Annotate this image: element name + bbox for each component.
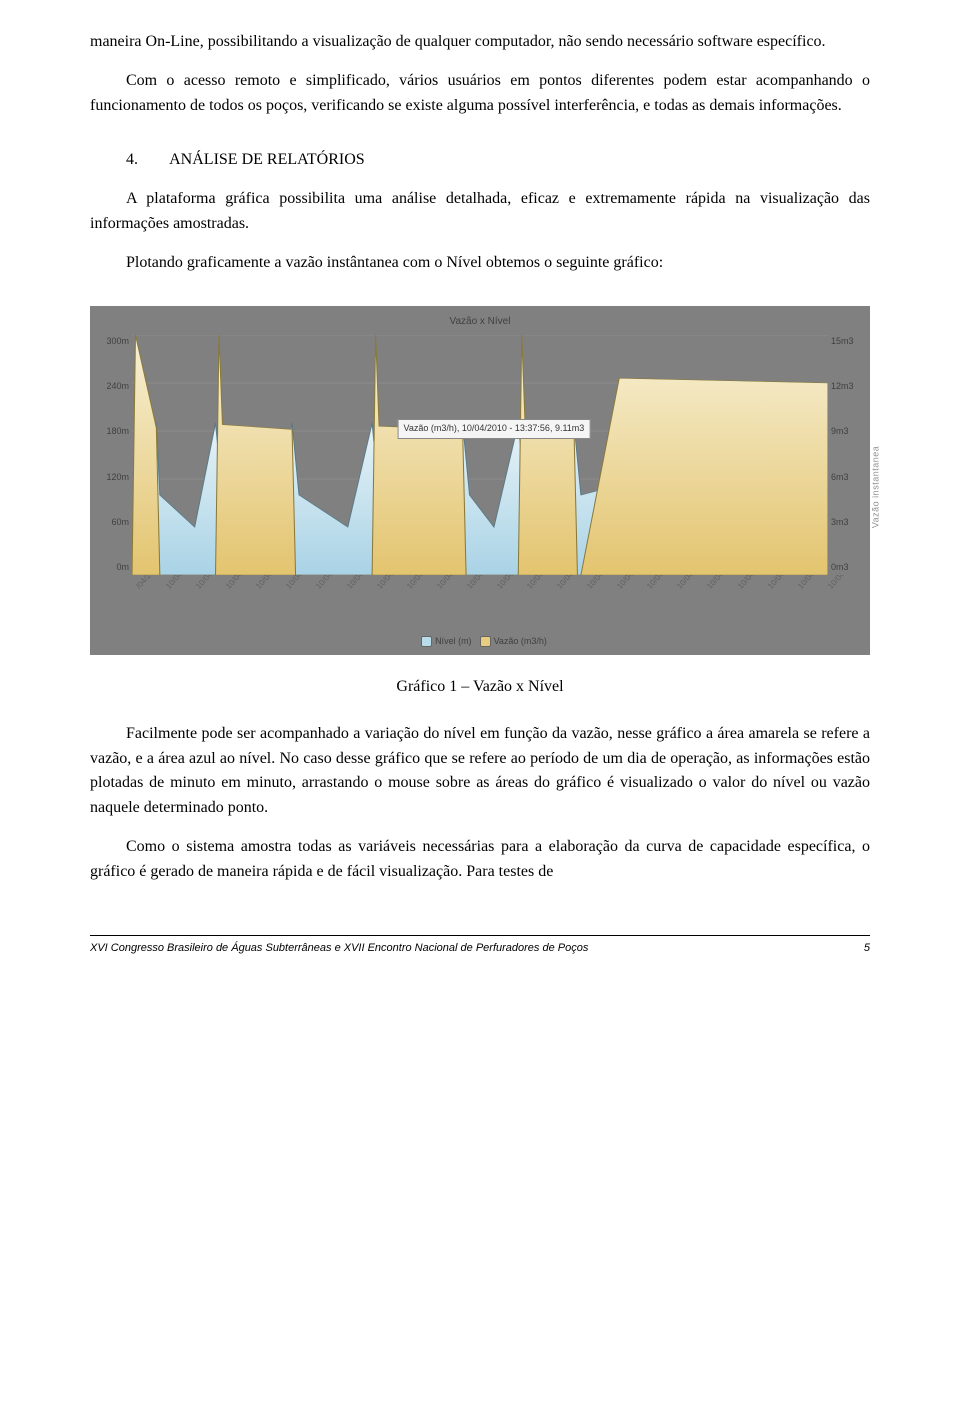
chart-ytick-right: 15m3 [831,335,863,349]
paragraph-6: Como o sistema amostra todas as variávei… [90,835,870,885]
chart-y-axis-right: 15m3 12m3 9m3 6m3 3m3 0m3 [828,335,866,575]
chart-ytick-right: 3m3 [831,516,863,530]
section-number: 4. [126,148,138,173]
chart-plot-area[interactable]: Vazão (m3/h), 10/04/2010 - 13:37:56, 9.1… [132,335,828,575]
paragraph-3: A plataforma gráfica possibilita uma aná… [90,187,870,237]
chart-ytick-right: 6m3 [831,471,863,485]
chart-ytick-left: 300m [97,335,129,349]
page-footer: XVI Congresso Brasileiro de Águas Subter… [90,936,870,957]
chart-y-axis-left: 300m 240m 180m 120m 60m 0m [94,335,132,575]
chart-svg [132,335,828,575]
section-title: ANÁLISE DE RELATÓRIOS [169,151,365,168]
chart-ytick-left: 240m [97,380,129,394]
chart-y-axis-right-label: Vazão instantanea [869,446,883,528]
chart-caption: Gráfico 1 – Vazão x Nível [90,675,870,700]
chart-legend: Nível (m) Vazão (m3/h) [94,629,866,651]
paragraph-5: Facilmente pode ser acompanhado a variaç… [90,722,870,821]
chart-container: Vazão x Nível 300m 240m 180m 120m 60m 0m Vazã… [90,306,870,655]
chart-title: Vazão x Nível [94,310,866,336]
chart-ytick-right: 9m3 [831,425,863,439]
footer-text: XVI Congresso Brasileiro de Águas Subter… [90,940,588,957]
legend-label: Nível (m) [435,636,472,646]
chart-ytick-left: 60m [97,516,129,530]
chart-x-axis: /04/2010 - 00:00:3610/04/2010 - 01:00:41… [94,575,866,629]
vazao-nivel-chart[interactable]: Vazão x Nível 300m 240m 180m 120m 60m 0m Vazã… [90,306,870,655]
paragraph-2: Com o acesso remoto e simplificado, vári… [90,69,870,119]
chart-ytick-left: 120m [97,471,129,485]
legend-swatch [421,636,432,647]
section-heading: 4. ANÁLISE DE RELATÓRIOS [90,148,870,173]
paragraph-1: maneira On-Line, possibilitando a visual… [90,30,870,55]
chart-ytick-right: 0m3 [831,561,863,575]
chart-tooltip: Vazão (m3/h), 10/04/2010 - 13:37:56, 9.1… [398,419,591,439]
legend-label: Vazão (m3/h) [494,636,547,646]
footer-page-number: 5 [864,940,870,957]
chart-ytick-right: 12m3 [831,380,863,394]
chart-ytick-left: 0m [97,561,129,575]
chart-ytick-left: 180m [97,425,129,439]
paragraph-4: Plotando graficamente a vazão instântane… [90,251,870,276]
legend-swatch [480,636,491,647]
